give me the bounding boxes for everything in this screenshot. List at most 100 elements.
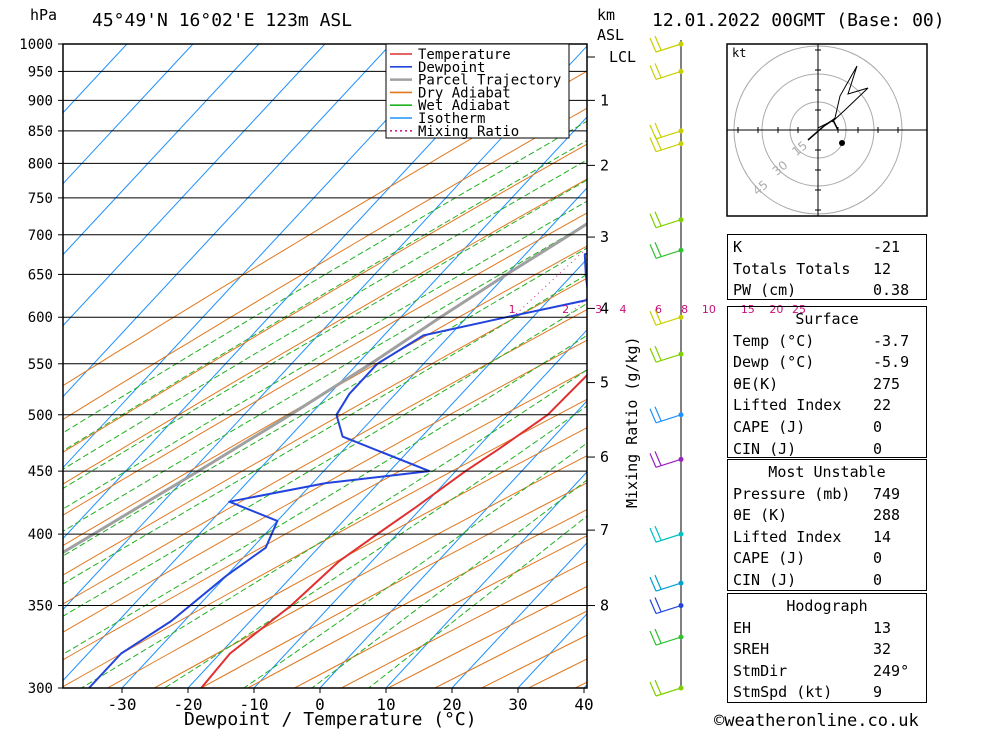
- wind-barb: [649, 242, 682, 259]
- location-title: 45°49'N 16°02'E 123m ASL: [92, 10, 353, 31]
- pressure-tick-label: 1000: [19, 37, 53, 53]
- x-tick-label: -30: [108, 695, 137, 714]
- isotherm-line: [187, 258, 587, 688]
- km-tick-label: 1: [600, 91, 609, 109]
- legend-label: Wet Adiabat: [418, 98, 511, 114]
- pressure-tick-label: 350: [28, 599, 53, 615]
- dry-adiabat-line: [200, 482, 587, 688]
- mixing-ratio-tick-label: 6: [655, 303, 662, 316]
- surface-cin-label: CIN (J): [733, 439, 797, 458]
- wind-barb: [649, 345, 682, 363]
- pressure-tick-label: 800: [28, 156, 53, 172]
- wet-adiabat-line: [81, 369, 587, 688]
- mu-cin-label: CIN (J): [733, 570, 797, 589]
- hodograph-trace-low: [807, 118, 839, 141]
- km-tick-label: 7: [600, 521, 609, 539]
- km-label: km: [597, 6, 616, 24]
- plot-frame: [62, 43, 588, 689]
- dry-adiabat-line: [247, 508, 587, 688]
- mixing-ratio-tick-label: 4: [619, 303, 626, 316]
- isotherm-line: [63, 44, 524, 540]
- wind-barbs: [649, 35, 684, 697]
- surface-temp-value: -3.7: [873, 331, 910, 350]
- dry-adiabat-line: [63, 277, 587, 576]
- dry-adiabat-line: [107, 427, 587, 688]
- sreh-label: SREH: [733, 640, 770, 659]
- k-index-label: K: [733, 238, 743, 256]
- mu-cape-label: CAPE (J): [733, 549, 806, 568]
- isotherm-line: [63, 44, 326, 327]
- series-temperature: [200, 373, 587, 688]
- mixing-ratio-tick-label: 1: [509, 303, 516, 316]
- series-parcel-trajectory: [63, 222, 587, 555]
- wind-barb: [649, 309, 682, 326]
- pressure-tick-label: 750: [28, 191, 53, 207]
- km-tick-label: 6: [600, 448, 609, 466]
- most-unstable-title: Most Unstable: [768, 463, 886, 481]
- isotherm-line: [63, 44, 260, 256]
- eh-label: EH: [733, 618, 752, 637]
- totals-totals-label: Totals Totals: [733, 259, 851, 278]
- km-tick-label: 2: [600, 156, 609, 174]
- surface-title: Surface: [795, 310, 859, 328]
- dry-adiabat-line: [154, 455, 587, 688]
- pressure-tick-label: 300: [28, 681, 53, 697]
- mu-thetae-label: θE (K): [733, 506, 788, 525]
- legend-label: Parcel Trajectory: [418, 73, 561, 89]
- profile-lines: [63, 222, 587, 688]
- pressure-tick-label: 700: [28, 228, 53, 244]
- km-tick-label: 4: [600, 299, 609, 317]
- pressure-tick-label: 500: [28, 408, 53, 424]
- isotherm-line: [319, 400, 587, 688]
- wind-barb: [649, 628, 682, 646]
- hodograph-params-title: Hodograph: [786, 597, 868, 615]
- isotherm-line: [451, 542, 587, 688]
- wind-barb: [649, 135, 682, 153]
- isotherm-line: [385, 471, 587, 688]
- surface-dewp-label: Dewp (°C): [733, 353, 815, 372]
- surface-li-label: Lifted Index: [733, 396, 842, 415]
- isotherm-line: [63, 44, 458, 469]
- km-tick-label: LCL: [609, 48, 636, 66]
- mixing-ratio-tick-label: 3: [595, 303, 602, 316]
- axes: 1 2 3 4 6 8 10 15 20 2530035040045050055060065070…: [19, 37, 806, 714]
- x-tick-label: 10: [376, 695, 395, 714]
- footer-credit: ©weatheronline.co.uk: [714, 711, 919, 731]
- surface-temp-label: Temp (°C): [733, 331, 815, 350]
- dry-adiabat-line: [63, 309, 587, 605]
- wind-barb: [649, 525, 682, 543]
- x-tick-label: 30: [508, 695, 527, 714]
- wind-barb: [649, 211, 682, 229]
- surface-dewp-value: -5.9: [873, 353, 910, 372]
- isotherm-line: [63, 116, 587, 682]
- isotherm-line: [63, 44, 392, 398]
- legend-label: Dry Adiabat: [418, 85, 511, 101]
- pressure-tick-label: 850: [28, 124, 53, 140]
- wind-barb: [649, 451, 682, 468]
- wind-barb: [649, 122, 682, 140]
- pw-label: PW (cm): [733, 281, 797, 300]
- mixing-ratio-tick-label: 2: [562, 303, 569, 316]
- hodograph-unit: kt: [732, 46, 747, 60]
- most-unstable-panel: Most Unstable Pressure (mb) 749 θE (K) 288…: [727, 459, 927, 591]
- legend-box: [385, 43, 570, 139]
- wet-adiabat-line: [63, 200, 587, 510]
- stmspd-label: StmSpd (kt): [733, 683, 833, 702]
- pressure-tick-label: 550: [28, 357, 53, 373]
- legend-label: Mixing Ratio: [418, 124, 519, 140]
- indices-panel: K -21 Totals Totals 12 PW (cm) 0.38: [727, 234, 927, 300]
- mixing-ratio-axis-label: Mixing Ratio (g/kg): [623, 336, 641, 508]
- wind-barb: [649, 63, 682, 81]
- wet-adiabat-line: [63, 334, 587, 655]
- dry-adiabat-line: [63, 398, 587, 688]
- stmdir-value: 249°: [873, 661, 910, 680]
- x-axis-label: Dewpoint / Temperature (°C): [184, 709, 477, 730]
- mu-li-label: Lifted Index: [733, 527, 842, 546]
- surface-li-value: 22: [873, 396, 892, 415]
- km-tick-label: 8: [600, 597, 609, 615]
- dry-adiabat-line: [63, 339, 587, 633]
- mu-cin-value: 0: [873, 570, 883, 589]
